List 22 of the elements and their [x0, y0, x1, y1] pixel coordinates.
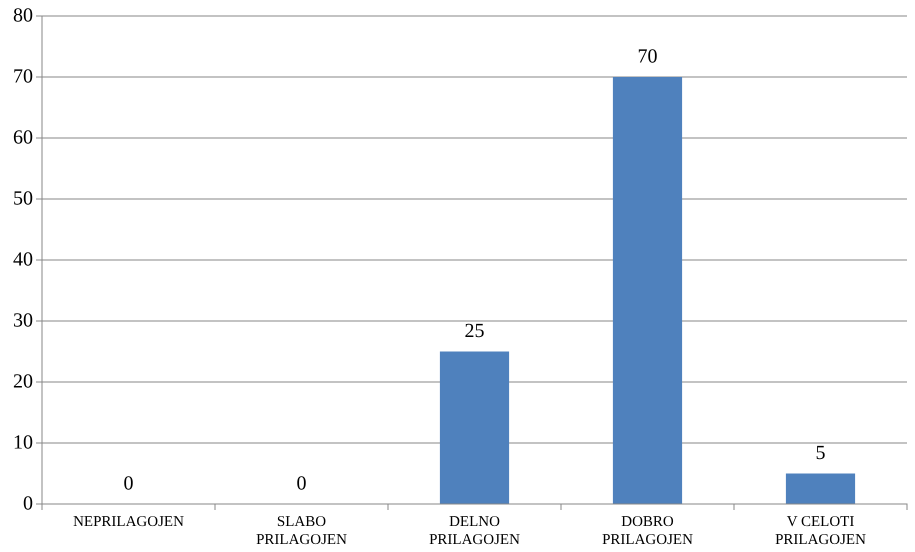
x-tick-label: SLABO PRILAGOJEN: [256, 514, 348, 548]
data-label: 0: [124, 472, 134, 494]
data-label: 25: [464, 320, 484, 342]
y-tick-label: 10: [13, 431, 33, 454]
x-tick-label: V CELOTI PRILAGOJEN: [775, 514, 866, 548]
y-tick-label: 60: [13, 126, 33, 148]
data-label: 5: [816, 442, 826, 464]
y-tick-label: 50: [13, 187, 33, 210]
bar: [440, 352, 510, 504]
bar: [612, 77, 682, 504]
data-label: 70: [638, 45, 658, 68]
x-tick-label: DELNO PRILAGOJEN: [429, 514, 520, 548]
x-tick-label: DOBRO PRILAGOJEN: [602, 514, 694, 548]
bar: [786, 474, 856, 504]
x-tick-label: NEPRILAGOJEN: [73, 514, 184, 530]
y-tick-label: 80: [13, 4, 33, 26]
y-tick-label: 30: [13, 309, 33, 332]
y-tick-label: 40: [13, 248, 33, 270]
y-tick-label: 70: [13, 65, 33, 88]
data-label: 0: [296, 472, 306, 494]
y-tick-label: 0: [23, 492, 33, 514]
y-tick-label: 20: [13, 370, 33, 392]
